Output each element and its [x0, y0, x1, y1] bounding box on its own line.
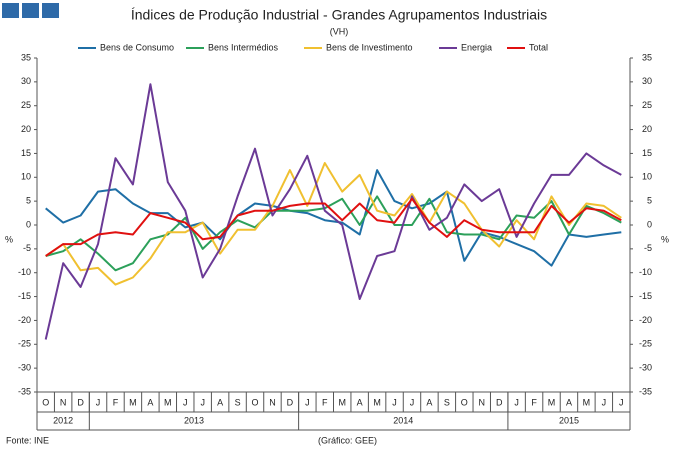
x-tick-label: J: [602, 397, 607, 407]
x-tick-label: M: [164, 397, 172, 407]
x-tick-label: F: [113, 397, 119, 407]
y2-tick-label: -30: [639, 363, 652, 373]
x-tick-label: O: [42, 397, 49, 407]
year-label: 2014: [393, 415, 413, 425]
chart-title: Índices de Produção Industrial - Grandes…: [131, 7, 547, 23]
y-tick-label: 35: [21, 52, 31, 62]
y2-tick-label: 30: [642, 76, 652, 86]
y-tick-label: 30: [21, 76, 31, 86]
y2-tick-label: -10: [639, 267, 652, 277]
x-tick-label: O: [252, 397, 259, 407]
y2-tick-label: -15: [639, 291, 652, 301]
source: Fonte: INE: [6, 435, 49, 445]
x-tick-label: J: [410, 397, 415, 407]
x-tick-label: A: [357, 397, 363, 407]
x-tick-label: A: [566, 397, 572, 407]
y2-tick-label: 10: [642, 172, 652, 182]
y2-tick-label: 0: [647, 219, 652, 229]
credit: (Gráfico: GEE): [318, 435, 377, 445]
legend-label: Bens de Consumo: [100, 42, 174, 52]
logo-square: [42, 3, 59, 18]
x-tick-label: A: [426, 397, 432, 407]
y-tick-label: -5: [23, 243, 31, 253]
x-tick-label: F: [531, 397, 537, 407]
x-tick-label: N: [479, 397, 486, 407]
y2-axis-label: %: [661, 234, 669, 244]
legend-label: Bens Intermédios: [208, 42, 279, 52]
x-tick-label: M: [129, 397, 137, 407]
y2-tick-label: -25: [639, 339, 652, 349]
x-tick-label: N: [269, 397, 276, 407]
y-tick-label: 15: [21, 148, 31, 158]
legend-label: Bens de Investimento: [326, 42, 413, 52]
logo-square: [22, 3, 39, 18]
x-tick-label: D: [77, 397, 84, 407]
x-tick-label: M: [583, 397, 591, 407]
x-tick-label: S: [235, 397, 241, 407]
y-tick-label: 5: [26, 196, 31, 206]
y2-tick-label: 5: [647, 196, 652, 206]
x-tick-label: O: [461, 397, 468, 407]
y-tick-label: -30: [18, 363, 31, 373]
y2-tick-label: 15: [642, 148, 652, 158]
x-tick-label: J: [183, 397, 188, 407]
series-line: [44, 83, 622, 340]
x-tick-label: N: [60, 397, 67, 407]
legend-label: Energia: [461, 42, 492, 52]
chart-subtitle: (VH): [330, 26, 349, 36]
x-tick-label: F: [322, 397, 328, 407]
year-label: 2013: [184, 415, 204, 425]
x-tick-label: S: [444, 397, 450, 407]
y-tick-label: -15: [18, 291, 31, 301]
x-tick-label: J: [200, 397, 205, 407]
x-tick-label: J: [392, 397, 397, 407]
year-label: 2012: [53, 415, 73, 425]
x-tick-label: J: [619, 397, 624, 407]
y-tick-label: 25: [21, 100, 31, 110]
y-tick-label: 20: [21, 124, 31, 134]
x-tick-label: M: [548, 397, 556, 407]
x-tick-label: D: [287, 397, 294, 407]
x-tick-label: A: [147, 397, 153, 407]
y-tick-label: -25: [18, 339, 31, 349]
y2-tick-label: 35: [642, 52, 652, 62]
logo-square: [2, 3, 19, 18]
y-tick-label: -35: [18, 386, 31, 396]
y2-tick-label: -20: [639, 315, 652, 325]
y2-tick-label: 25: [642, 100, 652, 110]
y-tick-label: 10: [21, 172, 31, 182]
x-tick-label: A: [217, 397, 223, 407]
x-tick-label: J: [96, 397, 101, 407]
y2-tick-label: 20: [642, 124, 652, 134]
series-line: [45, 162, 622, 286]
legend-label: Total: [529, 42, 548, 52]
x-tick-label: J: [514, 397, 519, 407]
series-line: [45, 195, 622, 272]
x-tick-label: J: [305, 397, 310, 407]
y-tick-label: 0: [26, 219, 31, 229]
x-tick-label: M: [373, 397, 381, 407]
series-line: [45, 169, 622, 267]
y2-tick-label: -5: [644, 243, 652, 253]
y-tick-label: -20: [18, 315, 31, 325]
y-tick-label: -10: [18, 267, 31, 277]
x-tick-label: M: [338, 397, 346, 407]
series-line: [45, 197, 622, 257]
x-tick-label: D: [496, 397, 503, 407]
year-label: 2015: [559, 415, 579, 425]
y-axis-label: %: [5, 234, 13, 244]
y2-tick-label: -35: [639, 386, 652, 396]
